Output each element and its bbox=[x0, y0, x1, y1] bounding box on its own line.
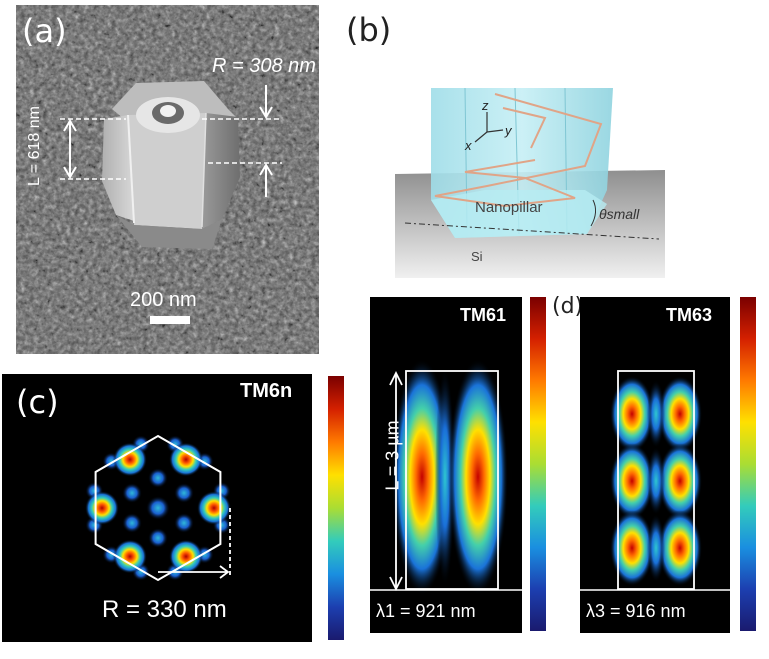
inner-field-spot bbox=[173, 513, 194, 533]
colorbar-d-left bbox=[530, 297, 546, 631]
panel-b-label: (b) bbox=[346, 11, 392, 49]
field-hotspot bbox=[85, 491, 119, 525]
field-lobe bbox=[658, 510, 702, 586]
field-hotspot bbox=[197, 491, 231, 525]
field-lobe bbox=[647, 447, 665, 515]
pillar-outline bbox=[405, 370, 499, 590]
tm6n-field-map bbox=[2, 374, 312, 642]
panel-c: (c) TM6n R = 330 nm bbox=[2, 374, 312, 642]
field-hotspot bbox=[169, 442, 203, 477]
hexagon-outline bbox=[94, 434, 222, 582]
scale-bar bbox=[150, 316, 190, 324]
theta-label: θsmall bbox=[599, 206, 640, 222]
lambda3-label: λ3 = 916 nm bbox=[586, 601, 686, 621]
tm63-field-map bbox=[580, 297, 730, 633]
length-dimension bbox=[60, 118, 126, 180]
nanopillar-sem bbox=[102, 81, 240, 249]
colorbar-d-right bbox=[740, 297, 756, 631]
tm61-field-map bbox=[370, 297, 522, 633]
field-hotspot bbox=[113, 442, 147, 477]
tm61-label: TM61 bbox=[460, 305, 507, 325]
field-lobe bbox=[658, 443, 702, 519]
panel-a-label: (a) bbox=[22, 12, 67, 50]
length-arrow bbox=[389, 370, 403, 592]
tm63-label: TM63 bbox=[666, 305, 713, 325]
panel-d-tm61: TM61 L = 3 µm λ1 = 921 nm bbox=[370, 297, 522, 633]
inner-field-spot bbox=[122, 483, 143, 503]
colorbar-c bbox=[328, 376, 344, 640]
center-field-spot bbox=[146, 496, 170, 520]
length-d-label: L = 3 µm bbox=[382, 420, 403, 491]
inner-field-spot bbox=[173, 483, 194, 503]
inner-field-spot bbox=[122, 513, 143, 533]
pillar-outline bbox=[617, 370, 695, 590]
radius-c-label: R = 330 nm bbox=[102, 596, 227, 623]
axis-z-label: z bbox=[482, 98, 489, 113]
field-hotspot bbox=[169, 539, 203, 574]
inner-field-spot bbox=[148, 528, 168, 548]
field-lobe bbox=[435, 367, 455, 587]
axis-x-label: x bbox=[465, 138, 472, 153]
substrate-normal-line bbox=[404, 222, 660, 240]
scale-label: 200 nm bbox=[130, 289, 197, 311]
inner-field-spot bbox=[148, 468, 168, 488]
tm6n-label: TM6n bbox=[240, 380, 293, 402]
axis-y-label: y bbox=[505, 123, 512, 138]
field-lobe bbox=[610, 510, 654, 586]
field-lobe bbox=[658, 376, 702, 452]
panel-d-tm63: TM63 λ3 = 916 nm bbox=[580, 297, 730, 633]
axes-icon bbox=[474, 112, 504, 143]
radius-indicator bbox=[158, 508, 231, 579]
radius-label: R = 308 nm bbox=[212, 55, 316, 77]
sem-image bbox=[16, 5, 319, 354]
field-lobe bbox=[610, 443, 654, 519]
radius-dimension bbox=[202, 85, 282, 197]
panel-b: z y x Nanopillar θsmall Si bbox=[395, 78, 665, 278]
light-path bbox=[434, 93, 603, 208]
panel-a: (a) R = 308 nm L = 618 nm 200 nm bbox=[16, 5, 319, 354]
field-lobe bbox=[610, 376, 654, 452]
field-lobe bbox=[647, 380, 665, 448]
field-lobe bbox=[448, 359, 508, 595]
schematic bbox=[395, 87, 665, 278]
substrate-label: Si bbox=[471, 249, 483, 264]
length-label: L = 618 nm bbox=[26, 106, 43, 186]
theta-arc bbox=[590, 199, 597, 227]
panel-c-label: (c) bbox=[16, 383, 59, 421]
nanopillar-label: Nanopillar bbox=[475, 199, 543, 216]
panel-d-label: (d) bbox=[552, 294, 584, 319]
field-hotspot bbox=[113, 539, 147, 574]
lambda1-label: λ1 = 921 nm bbox=[376, 601, 476, 621]
field-lobe bbox=[647, 514, 665, 582]
